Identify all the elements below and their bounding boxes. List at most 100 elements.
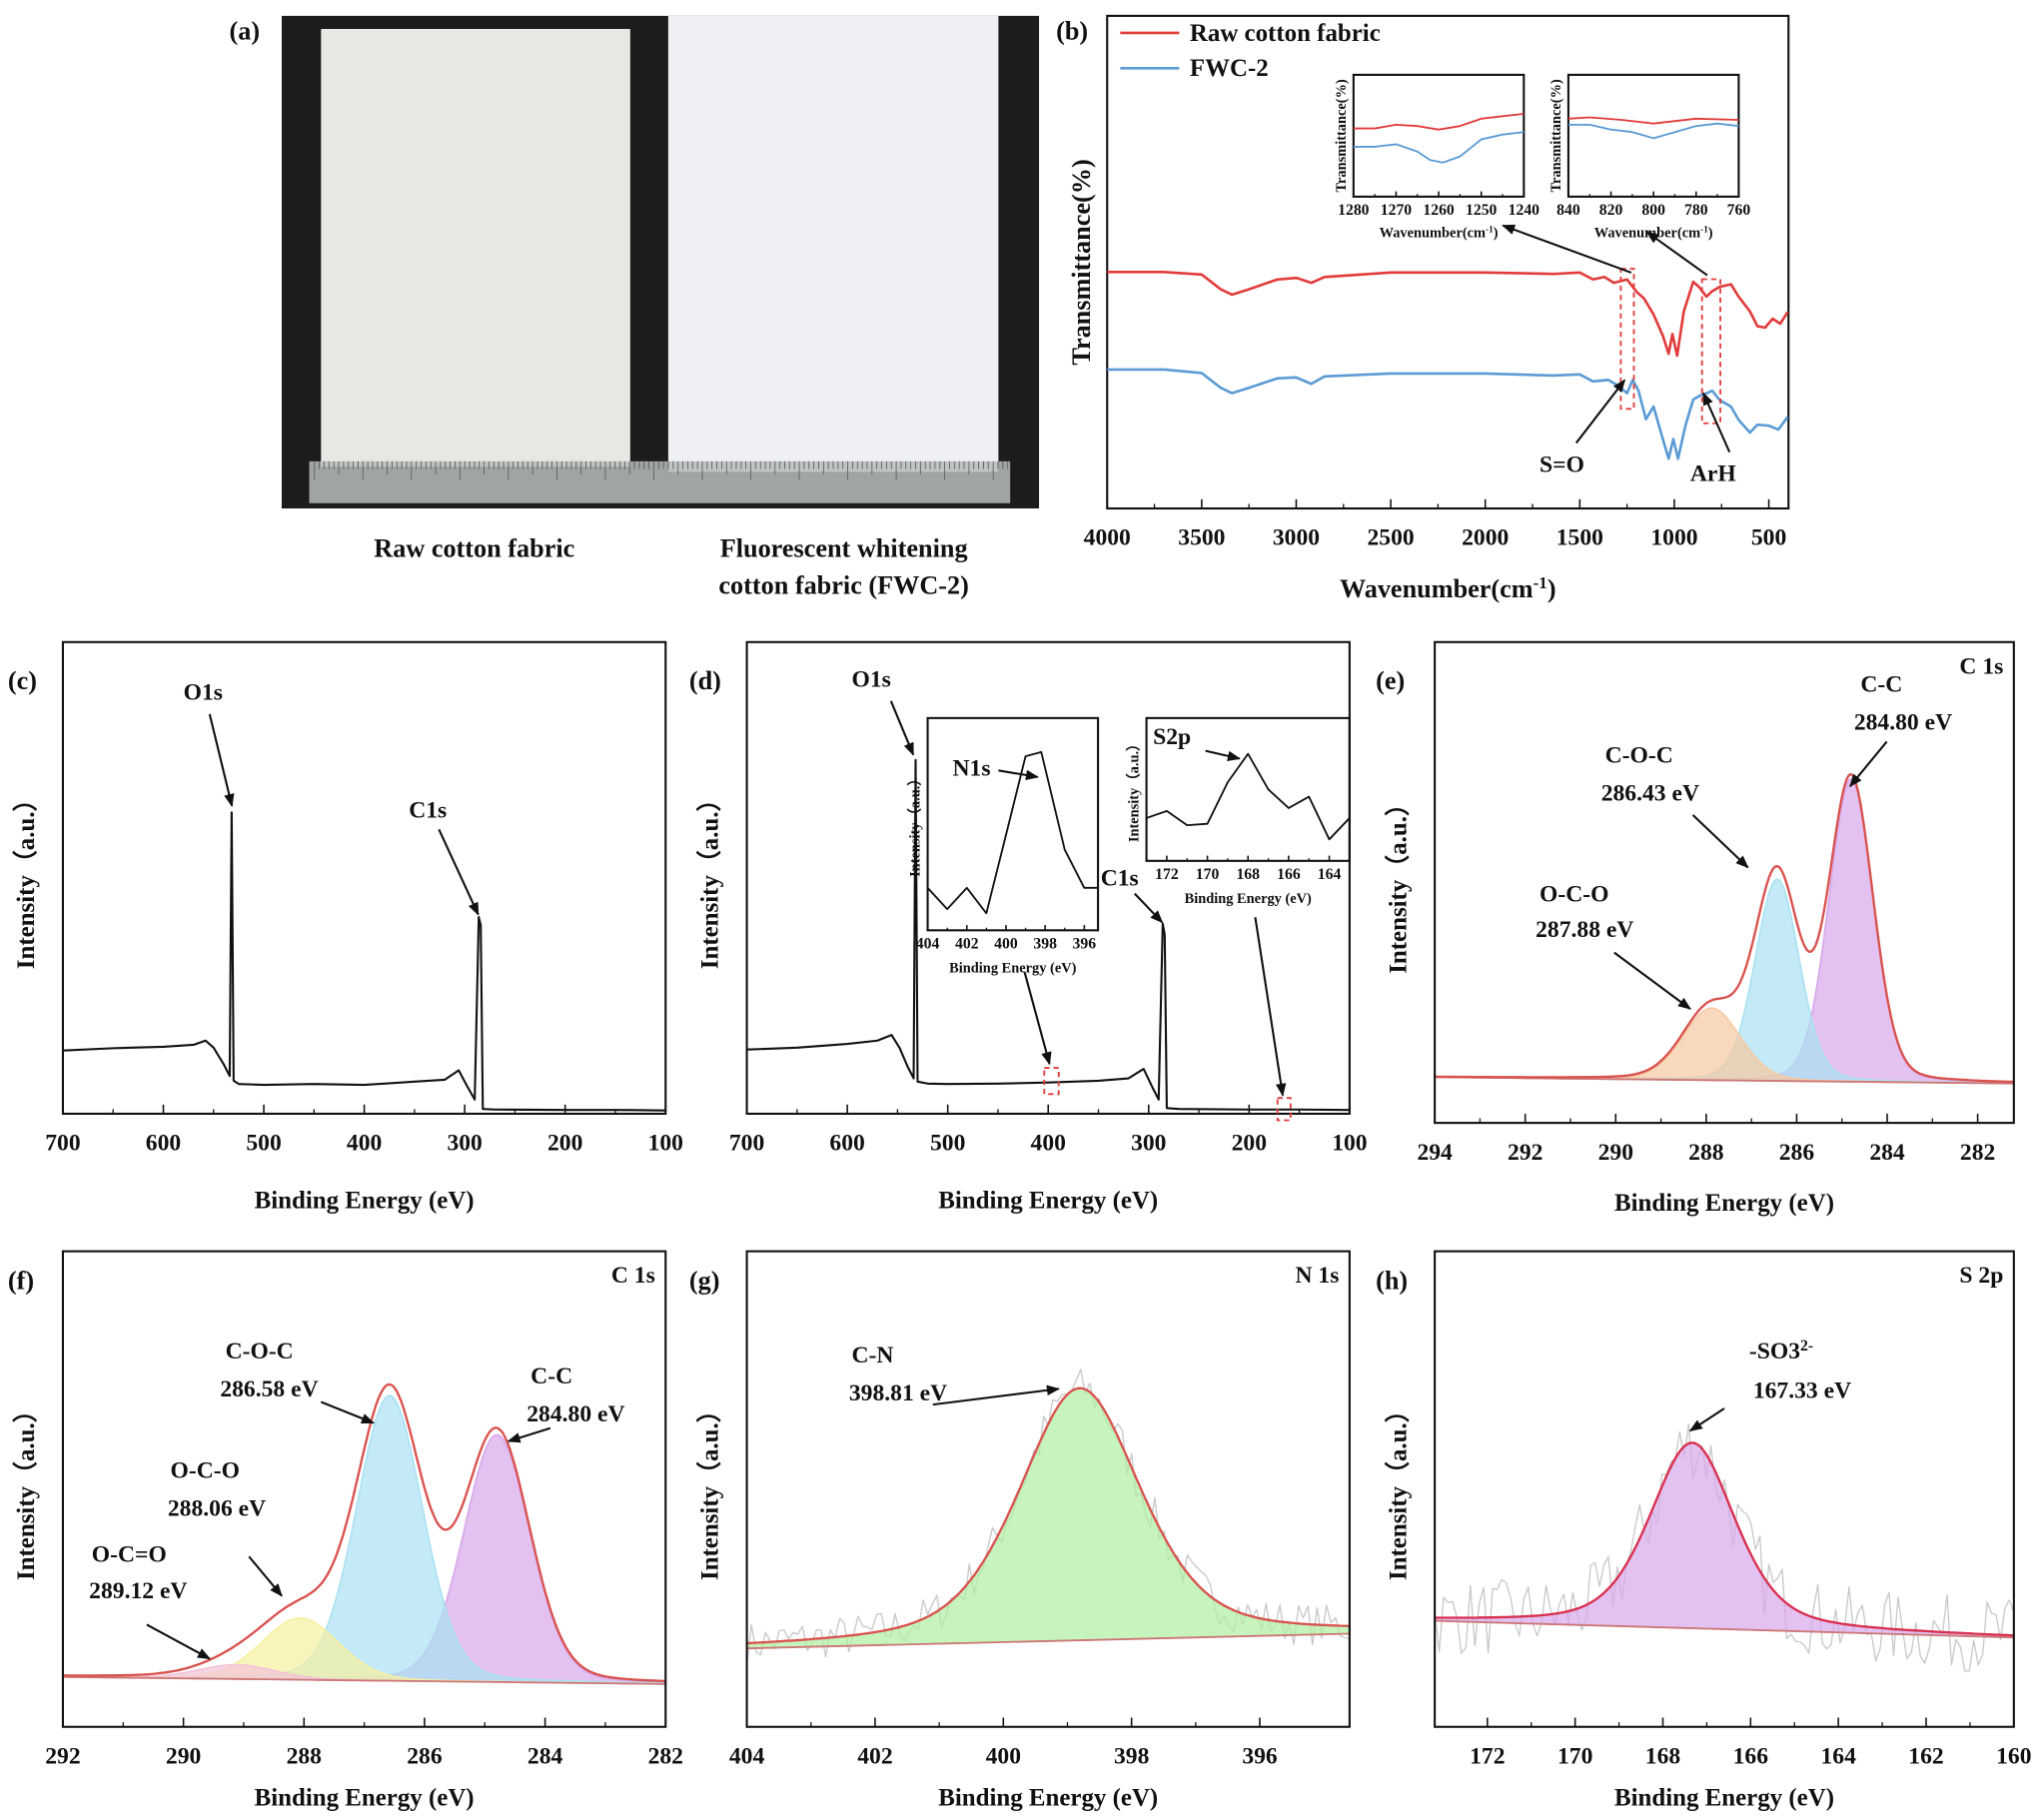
y-axis-label: Transmittance(%) (1334, 79, 1350, 193)
fit-baseline (1435, 1619, 2014, 1639)
inset-series (1353, 113, 1525, 131)
photo-panel: Raw cotton fabric Fluorescent whitening … (281, 15, 1040, 599)
x-tick-label: 168 (1645, 1743, 1681, 1769)
x-tick-label: 166 (1277, 866, 1301, 883)
peak-label-name: C-O-C (1605, 742, 1673, 768)
plot-frame (926, 716, 1100, 932)
x-tick-label: 402 (857, 1743, 892, 1769)
highlight-box (1043, 1067, 1060, 1096)
peak-arrow (932, 1384, 1061, 1406)
x-tick-label: 3500 (1178, 525, 1225, 551)
plot-frame (745, 1250, 1351, 1728)
peak-label-name: C-O-C (226, 1339, 294, 1365)
y-axis-label: Intensity（a.u.） (11, 787, 40, 970)
peak-value: 287.88 eV (1535, 917, 1633, 943)
fit-component-c-n (745, 1386, 1351, 1649)
peak-label-name: C-C (530, 1364, 572, 1389)
plot-frame (1106, 14, 1790, 510)
x-tick-label: 282 (1960, 1140, 1995, 1166)
peak-value: 289.12 eV (89, 1578, 187, 1604)
x-tick-label: 164 (1820, 1743, 1856, 1769)
x-tick-label: 402 (955, 936, 979, 953)
x-axis-label-text: Wavenumber(cm (1340, 574, 1533, 603)
annotation-arrow (1134, 892, 1164, 924)
xps-e-chart: 294 292 290 288 286 284 282 C 1s Binding Energy … (1383, 640, 2015, 1217)
x-tick-label: 700 (729, 1131, 764, 1157)
peak-value: 286.43 eV (1601, 780, 1699, 806)
x-tick-label: 300 (447, 1131, 482, 1157)
x-axis-label: Binding Energy (eV) (1614, 1784, 1834, 1811)
x-axis-label-sup: -1 (1533, 573, 1547, 592)
peak-label: O-C-O (1539, 881, 1608, 907)
caption-fwc2-line1: Fluorescent whitening (720, 534, 968, 563)
ftir-series-raw-cotton (1107, 270, 1789, 358)
panel-label-b: (b) (1056, 16, 1088, 45)
y-axis-label: Intensity（a.u.） (695, 787, 724, 970)
plot-frame (1434, 640, 2015, 1125)
panel-label-f: (f) (8, 1267, 34, 1296)
inset-x-label-sup: -1 (1486, 225, 1494, 235)
x-tick-label: 1280 (1338, 202, 1370, 219)
plot-frame (1434, 1250, 2015, 1728)
x-tick-label: 700 (45, 1131, 80, 1157)
panel-label-d: (d) (689, 666, 721, 695)
caption-raw-fabric: Raw cotton fabric (374, 534, 574, 563)
spectrum-region-title: C 1s (611, 1263, 655, 1289)
fit-baseline (62, 1675, 666, 1685)
annotation-arrow (438, 828, 480, 916)
y-axis-label: Intensity（a.u.） (906, 771, 924, 877)
x-tick-label: 200 (547, 1131, 582, 1157)
inset-spectrum (926, 750, 1099, 915)
ruler (309, 460, 1011, 503)
x-tick-label: 100 (648, 1131, 683, 1157)
legend-label: Raw cotton fabric (1190, 20, 1381, 47)
x-tick-label: 500 (1751, 525, 1786, 551)
fit-envelope (1435, 1441, 2014, 1637)
x-tick-label: 100 (1332, 1131, 1367, 1157)
fit-envelope (62, 1382, 666, 1683)
ftir-chart: 4000 3500 3000 2500 2000 1500 1000 500 Raw cotto… (1067, 14, 1790, 603)
inset-x-label: Binding Energy (eV) (1185, 891, 1312, 907)
x-tick-label: 1240 (1509, 202, 1540, 219)
panel-label-g: (g) (689, 1267, 720, 1296)
annotation-o1s: O1s (184, 679, 223, 705)
peak-label: C-O-C (1605, 742, 1673, 768)
x-tick-label: 400 (994, 936, 1018, 953)
spectrum-region-title: C 1s (1959, 653, 2003, 679)
x-tick-label: 1260 (1423, 202, 1455, 219)
highlight-box (1276, 1097, 1292, 1122)
ftir-inset-1: 1280 1270 1260 1250 1240 Wavenumber(cm-1) Tran… (1334, 73, 1540, 242)
x-tick-label: 800 (1641, 202, 1665, 219)
peak-arrow (1849, 740, 1888, 788)
fit-envelope (1435, 772, 2014, 1084)
peak-value: 167.33 eV (1753, 1378, 1851, 1404)
inset-spectrum (1146, 752, 1351, 841)
panel-label-h: (h) (1376, 1267, 1408, 1296)
x-tick-label: 294 (1417, 1140, 1453, 1166)
panel-label-e: (e) (1376, 666, 1405, 695)
x-tick-label: 396 (1242, 1743, 1278, 1769)
inset-series (1567, 122, 1739, 140)
peak-label-name: O-C-O (1539, 881, 1608, 907)
fwc2-fabric-photo (667, 15, 999, 472)
x-tick-label: 4000 (1084, 525, 1131, 551)
annotation-arrow (1205, 749, 1241, 761)
annotation-arrow (1023, 972, 1052, 1066)
peak-label-sup: 2- (1800, 1338, 1813, 1355)
xps-survey-c: 700 600 500 400 300 200 100 Binding Energy (eV)… (11, 640, 683, 1214)
annotation-arh: ArH (1690, 460, 1736, 486)
x-tick-label: 292 (45, 1743, 80, 1769)
x-tick-label: 1270 (1381, 202, 1413, 219)
annotation-c1s: C1s (1101, 866, 1139, 892)
x-tick-label: 282 (648, 1743, 683, 1769)
annotation-arrow (1502, 224, 1632, 274)
peak-value: 284.80 eV (1854, 710, 1952, 736)
inset-x-label: Wavenumber(cm-1) (1594, 225, 1713, 242)
x-tick-label: 286 (407, 1743, 443, 1769)
x-tick-label: 290 (1598, 1140, 1633, 1166)
annotation-s-o: S=O (1539, 452, 1584, 477)
peak-label: -SO32- (1749, 1338, 1813, 1365)
xps-g-chart: 404 402 400 398 396 N 1s Binding Energy (eV) In… (695, 1250, 1351, 1811)
y-axis-label: Intensity（a.u.） (11, 1397, 40, 1580)
